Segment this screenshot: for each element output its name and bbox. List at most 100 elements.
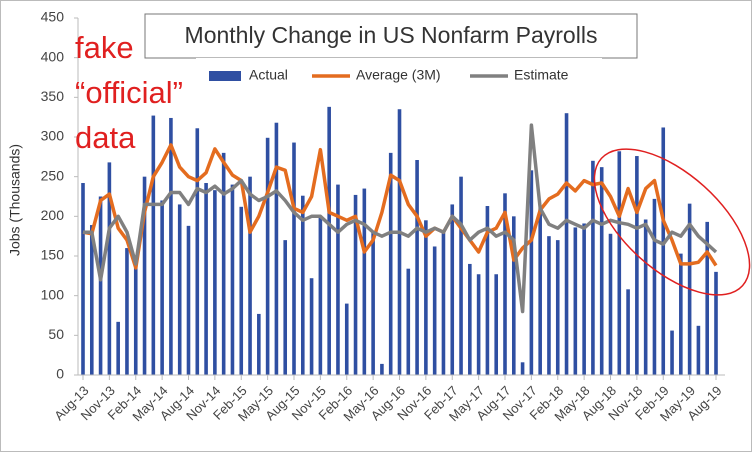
bar	[485, 206, 490, 375]
bar	[98, 196, 103, 375]
bar	[679, 253, 683, 375]
bar	[230, 184, 235, 375]
bar	[406, 268, 411, 375]
bar	[283, 240, 288, 375]
highlight-ellipse	[593, 148, 751, 296]
bar	[257, 313, 261, 375]
legend-label: Estimate	[514, 67, 569, 83]
legend-box	[196, 58, 602, 95]
y-tick-label: 100	[41, 286, 65, 302]
y-tick-label: 400	[41, 48, 65, 64]
legend-label: Actual	[249, 67, 288, 83]
bar	[599, 167, 604, 375]
title-box	[144, 13, 638, 59]
bar	[388, 152, 393, 375]
bar	[450, 204, 455, 375]
bar	[415, 160, 419, 375]
legend: Actual Average (3M) Estimate	[209, 67, 569, 83]
bar	[142, 176, 147, 375]
bar	[617, 151, 622, 375]
bar	[643, 219, 648, 375]
bar	[670, 330, 674, 375]
bar	[265, 137, 270, 375]
bar	[292, 142, 296, 375]
annotation-text: data	[75, 120, 136, 155]
bar	[380, 363, 384, 375]
bar	[248, 176, 252, 375]
bar	[608, 233, 613, 375]
bar	[309, 278, 314, 375]
bar	[318, 216, 323, 375]
bar	[239, 206, 244, 375]
bar	[635, 156, 639, 375]
bar	[336, 184, 340, 375]
y-tick-label: 150	[41, 247, 65, 263]
bar	[81, 183, 85, 375]
bar	[441, 232, 446, 375]
legend-label: Average (3M)	[356, 67, 441, 83]
bar	[125, 248, 129, 375]
bar	[195, 128, 200, 375]
annotation-text: “official”	[75, 75, 183, 110]
y-tick-label: 0	[56, 366, 64, 382]
bar	[705, 221, 710, 375]
bar	[661, 127, 666, 375]
bar	[476, 274, 481, 375]
bar	[626, 289, 630, 375]
legend-swatch	[209, 71, 241, 81]
line	[82, 143, 718, 270]
bar	[555, 240, 560, 375]
bar	[582, 223, 586, 375]
bar	[186, 225, 191, 375]
bar	[468, 263, 472, 375]
bar	[151, 115, 156, 375]
bar	[371, 232, 375, 375]
y-tick-label: 450	[41, 9, 65, 25]
bar	[494, 274, 499, 375]
bar	[133, 256, 138, 375]
line	[83, 123, 718, 314]
bar	[424, 220, 428, 375]
bar	[652, 198, 657, 375]
bar	[564, 113, 569, 375]
bar	[344, 303, 349, 375]
bar	[221, 152, 226, 375]
bar	[107, 162, 112, 375]
bar	[274, 122, 279, 375]
bar	[538, 208, 542, 375]
y-tick-label: 50	[48, 326, 64, 342]
bar	[529, 170, 534, 375]
bar	[327, 106, 331, 375]
bar	[714, 271, 718, 375]
bar	[397, 109, 402, 375]
bar	[511, 216, 516, 375]
bar	[459, 176, 463, 375]
bar	[89, 225, 94, 375]
bar	[503, 193, 507, 375]
bar	[547, 236, 551, 375]
y-tick-label: 300	[41, 128, 65, 144]
bar	[116, 321, 120, 375]
bar	[520, 362, 525, 375]
bar	[353, 194, 358, 375]
bar	[362, 188, 367, 375]
annotation: fake “official” data	[75, 30, 183, 155]
bar	[160, 200, 164, 375]
bar	[591, 160, 595, 375]
bar	[696, 325, 701, 375]
bar	[177, 204, 182, 375]
bar	[432, 246, 437, 375]
y-tick-label: 200	[41, 207, 65, 223]
plot: 050100150200250300350400450Aug-13Nov-13F…	[41, 9, 725, 424]
annotation-text: fake	[75, 30, 134, 65]
bar	[300, 195, 305, 375]
y-axis-label: Jobs (Thousands)	[7, 144, 23, 256]
bar	[204, 183, 208, 375]
bar	[169, 117, 173, 376]
bar	[573, 227, 578, 375]
bar	[213, 190, 217, 375]
chart-title: Monthly Change in US Nonfarm Payrolls	[185, 22, 598, 48]
y-tick-label: 250	[41, 167, 65, 183]
y-tick-label: 350	[41, 88, 65, 104]
